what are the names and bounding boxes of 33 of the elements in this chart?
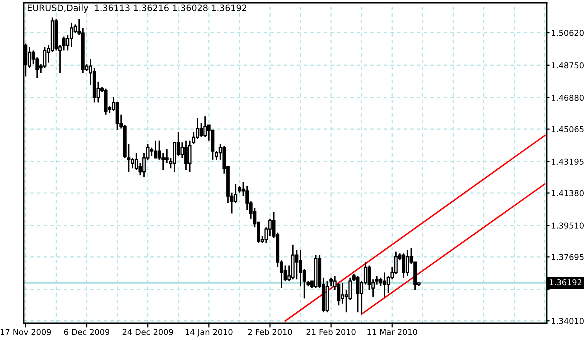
x-tick-label: 24 Dec 2009 <box>122 329 174 336</box>
candlestick <box>402 252 406 279</box>
x-tick-label: 21 Feb 2010 <box>306 329 356 336</box>
candlestick <box>70 22 74 48</box>
candlestick <box>383 272 386 298</box>
x-tick-label: 11 Mar 2010 <box>368 329 418 336</box>
y-tick-label: 1.43195 <box>552 158 584 165</box>
ref-line-label: 1.36192 <box>550 279 582 286</box>
candlestick <box>184 140 188 172</box>
y-tick-label: 1.45065 <box>552 126 584 133</box>
candlestick <box>406 249 410 277</box>
candlestick <box>154 140 158 159</box>
chart-title: EURUSD,Daily 1.36113 1.36216 1.36028 1.36192 <box>28 4 247 14</box>
y-tick-label: 1.37695 <box>552 254 584 260</box>
candlestick <box>43 46 47 69</box>
y-tick-label: 1.34010 <box>552 318 584 324</box>
candlestick <box>394 251 398 276</box>
y-tick-label: 1.50620 <box>552 30 584 36</box>
candlestick <box>165 148 169 164</box>
y-tick-label: 1.39510 <box>552 222 584 229</box>
y-tick-label: 1.46880 <box>552 94 584 102</box>
y-tick-label: 1.48750 <box>552 62 584 69</box>
y-tick-label: 1.41380 <box>552 190 584 196</box>
x-tick-label: 17 Nov 2009 <box>0 329 52 336</box>
candlestick <box>104 88 108 116</box>
candlestick <box>134 152 138 172</box>
candlestick <box>188 140 192 173</box>
candlestick <box>204 116 208 138</box>
x-tick-label: 2 Feb 2010 <box>248 329 292 336</box>
candlestick <box>291 244 295 280</box>
candlestick <box>200 122 204 138</box>
x-tick-label: 14 Jan 2010 <box>186 329 233 337</box>
x-tick-label: 6 Dec 2009 <box>64 329 110 336</box>
